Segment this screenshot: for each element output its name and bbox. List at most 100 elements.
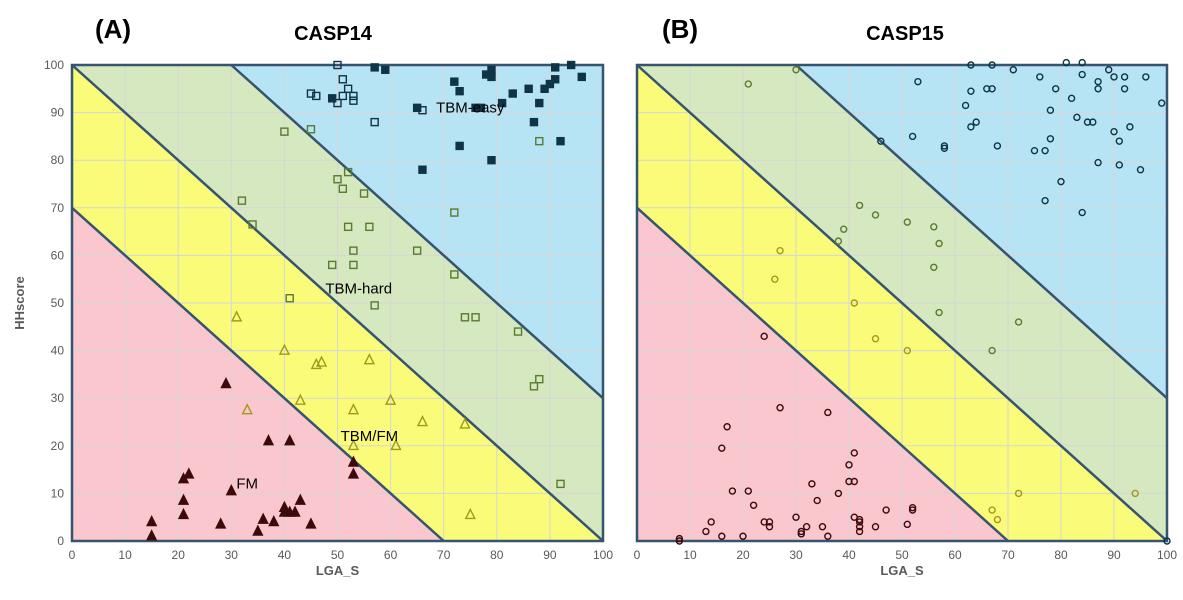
data-point-tbm-easy — [1067, 94, 1076, 103]
data-point-tbm-easy — [1104, 66, 1113, 74]
data-point-tbm-easy — [333, 60, 342, 70]
y-tick-label: 90 — [51, 106, 65, 120]
data-point-tbm-easy — [967, 87, 975, 95]
data-point-fm — [723, 423, 731, 431]
data-point-fm — [177, 507, 190, 520]
data-point-tbm-easy — [476, 103, 486, 113]
y-tick-label: 60 — [51, 248, 65, 262]
data-point-tbm-hard — [935, 308, 943, 317]
data-point-fm — [818, 523, 827, 531]
data-point-tbm-easy — [529, 117, 539, 127]
data-point-tbm-hard — [744, 80, 752, 88]
y-tick-label: 10 — [51, 486, 65, 500]
region-label: TBM/FM — [341, 428, 399, 445]
x-tick-label: 30 — [225, 548, 239, 562]
data-point-tbm-fm — [363, 353, 375, 365]
data-point-tbm-fm — [416, 415, 429, 427]
data-point-tbm-hard — [792, 66, 800, 74]
data-point-tbm-easy — [545, 79, 555, 89]
data-point-tbm-hard — [285, 294, 294, 303]
data-point-fm — [744, 487, 752, 495]
data-point-fm — [855, 527, 864, 536]
data-point-tbm-easy — [338, 91, 348, 101]
data-point-tbm-hard — [855, 201, 864, 210]
data-point-tbm-easy — [1120, 85, 1129, 93]
data-point-tbm-easy — [349, 96, 358, 105]
data-point-tbm-hard — [840, 225, 848, 233]
x-tick-label: 90 — [1107, 548, 1121, 562]
data-point-tbm-easy — [1163, 537, 1171, 545]
data-point-tbm-easy — [1157, 99, 1166, 107]
x-tick-label: 90 — [543, 548, 557, 562]
data-point-tbm-fm — [459, 417, 471, 429]
data-point-fm — [797, 530, 805, 538]
data-point-fm — [146, 529, 158, 541]
data-point-tbm-hard — [412, 246, 422, 255]
data-point-tbm-easy — [940, 142, 949, 150]
data-point-tbm-easy — [1094, 85, 1102, 93]
data-point-fm — [252, 524, 264, 536]
x-tick-label: 100 — [593, 548, 613, 562]
data-point-fm — [760, 518, 768, 526]
x-tick-label: 20 — [172, 548, 186, 562]
data-point-tbm-easy — [412, 103, 422, 113]
x-tick-label: 70 — [1001, 548, 1015, 562]
data-point-tbm-hard — [556, 479, 565, 489]
panel-label: (B) — [662, 14, 698, 44]
data-point-tbm-easy — [1110, 73, 1118, 81]
data-point-fm — [908, 506, 917, 514]
x-tick-label: 0 — [69, 548, 76, 562]
data-point-fm — [257, 512, 269, 524]
data-point-tbm-hard — [306, 125, 316, 134]
data-point-tbm-hard — [903, 218, 911, 226]
x-tick-label: 60 — [384, 548, 398, 562]
data-point-tbm-hard — [338, 184, 348, 193]
data-point-tbm-fm — [241, 403, 253, 415]
data-point-tbm-hard — [280, 127, 289, 136]
data-point-tbm-hard — [333, 175, 342, 184]
data-point-tbm-easy — [556, 136, 565, 146]
x-tick-label: 10 — [118, 548, 132, 562]
data-point-fm — [855, 518, 864, 526]
data-point-tbm-easy — [967, 123, 975, 131]
data-point-tbm-easy — [1136, 166, 1145, 174]
data-point-fm — [908, 503, 917, 512]
data-point-fm — [797, 527, 805, 536]
y-tick-label: 50 — [51, 296, 65, 310]
data-point-tbm-hard — [450, 270, 459, 279]
data-point-tbm-easy — [370, 117, 379, 127]
data-point-tbm-easy — [1036, 73, 1044, 81]
data-point-fm — [215, 517, 227, 529]
region-boundary-line — [795, 64, 1168, 400]
y-tick-label: 40 — [51, 344, 65, 358]
data-point-fm — [718, 444, 726, 452]
data-point-tbm-easy — [349, 91, 358, 101]
data-point-fm — [675, 534, 684, 543]
data-point-tbm-easy — [983, 85, 991, 93]
data-point-tbm-fm — [278, 343, 291, 355]
data-point-tbm-fm — [294, 393, 306, 405]
data-point-fm — [728, 487, 737, 495]
region-boundary-line — [71, 64, 604, 542]
data-point-tbm-fm — [850, 299, 858, 307]
data-point-tbm-easy — [1110, 127, 1118, 136]
data-point-tbm-easy — [1062, 58, 1071, 67]
data-point-tbm-hard — [930, 263, 938, 271]
data-point-fm — [855, 515, 864, 524]
data-point-fm — [675, 537, 684, 545]
data-point-tbm-easy — [487, 72, 496, 82]
region-boundary-line — [230, 64, 604, 400]
data-point-tbm-hard — [988, 346, 996, 355]
data-point-tbm-easy — [487, 65, 496, 74]
data-point-tbm-easy — [1030, 146, 1039, 155]
y-axis-title: HHscore — [12, 276, 27, 329]
y-tick-label: 20 — [51, 439, 65, 453]
region-boundary-line — [636, 64, 1168, 542]
data-point-tbm-easy — [566, 60, 576, 70]
data-point-fm — [792, 513, 800, 521]
data-point-tbm-easy — [967, 61, 975, 69]
data-point-tbm-easy — [343, 84, 353, 94]
data-point-tbm-hard — [513, 327, 523, 336]
data-point-tbm-fm — [230, 310, 243, 322]
data-point-tbm-fm — [771, 275, 779, 283]
